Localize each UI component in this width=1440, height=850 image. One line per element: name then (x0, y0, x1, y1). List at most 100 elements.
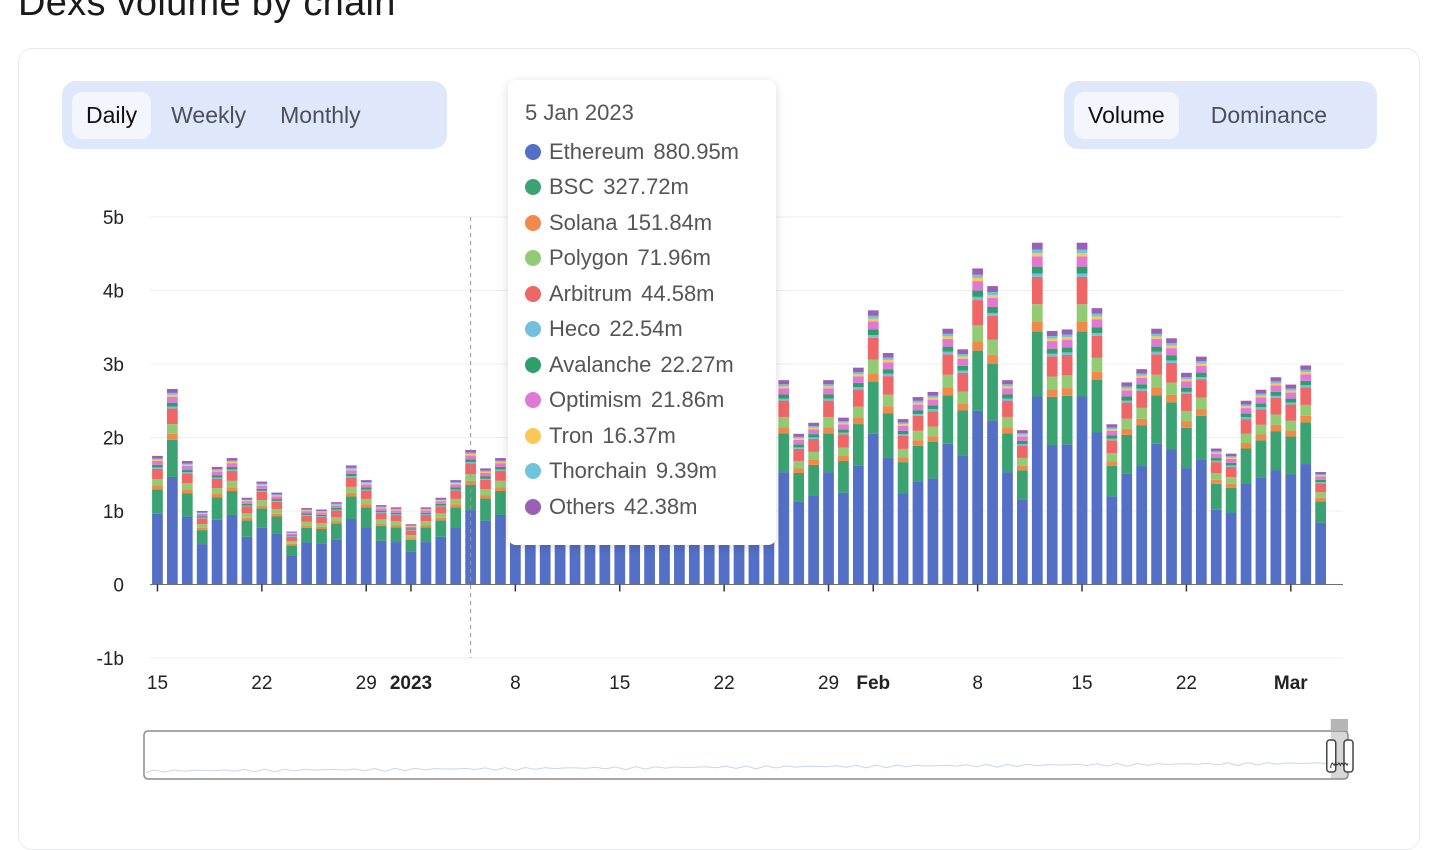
bar-stack[interactable] (1166, 338, 1177, 585)
bar-stack[interactable] (823, 380, 834, 585)
bar-stack[interactable] (181, 461, 193, 585)
bar-stack[interactable] (345, 465, 357, 585)
bar-stack[interactable] (912, 397, 924, 585)
bar-stack[interactable] (271, 492, 283, 585)
data-zoom-slider[interactable] (143, 719, 1354, 780)
bar-stack[interactable] (852, 367, 864, 585)
bar-stack[interactable] (1031, 242, 1043, 585)
bar-stack[interactable] (1300, 365, 1312, 585)
bar-stack[interactable] (1240, 400, 1252, 585)
bar-stack[interactable] (1106, 424, 1118, 585)
bar-stack[interactable] (838, 417, 849, 585)
weekly-tab[interactable]: Weekly (171, 101, 247, 128)
bar-stack[interactable] (882, 352, 894, 585)
monthly-tab[interactable]: Monthly (280, 101, 361, 128)
bar-stack[interactable] (316, 509, 327, 585)
bar-stack[interactable] (897, 419, 909, 585)
bar-stack[interactable] (241, 497, 253, 585)
bar-stack[interactable] (196, 511, 208, 585)
bar-stack[interactable] (331, 502, 342, 585)
bar-stack[interactable] (390, 507, 402, 585)
bar-stack[interactable] (1285, 384, 1297, 585)
bar-segment (599, 515, 611, 585)
zoom-right-handle[interactable] (1343, 739, 1354, 773)
bar-stack[interactable] (450, 480, 462, 585)
bar-stack[interactable] (1076, 242, 1088, 585)
bar-stack[interactable] (867, 310, 879, 585)
zoom-move-handle[interactable] (1330, 719, 1348, 731)
bar-segment (1240, 413, 1252, 418)
bar-stack[interactable] (211, 466, 223, 585)
bar-stack[interactable] (1061, 329, 1073, 585)
bar-segment (1151, 351, 1162, 355)
bar-stack[interactable] (420, 507, 432, 585)
bar-segment (927, 395, 939, 398)
bar-segment (256, 490, 268, 492)
bar-stack[interactable] (1121, 382, 1133, 585)
bar-stack[interactable] (1315, 472, 1326, 585)
bar-segment (331, 510, 342, 517)
bar-segment (852, 387, 864, 390)
bar-segment (375, 512, 387, 514)
bar-segment (1046, 338, 1058, 342)
bar-stack[interactable] (286, 531, 298, 585)
tooltip-series-value: 44.58m (641, 280, 715, 306)
bar-segment (569, 523, 581, 585)
dominance-tab[interactable]: Dominance (1210, 101, 1328, 128)
bar-segment (495, 460, 506, 462)
bar-stack[interactable] (1151, 328, 1162, 585)
bar-segment (1002, 386, 1013, 389)
zoom-track[interactable] (143, 730, 1349, 780)
bar-segment (480, 520, 491, 585)
bar-segment (316, 512, 327, 515)
bar-segment (897, 462, 909, 494)
bar-stack[interactable] (1136, 369, 1148, 585)
bar-stack[interactable] (435, 497, 447, 585)
volume-tab[interactable]: Volume (1074, 91, 1179, 139)
bar-stack[interactable] (405, 524, 417, 585)
bar-stack[interactable] (375, 505, 387, 585)
bar-stack[interactable] (1091, 308, 1103, 585)
bar-stack[interactable] (167, 388, 178, 585)
bar-stack[interactable] (1017, 430, 1028, 585)
bar-stack[interactable] (256, 481, 268, 585)
bar-segment (838, 434, 849, 448)
bar-stack[interactable] (1195, 356, 1207, 585)
bar-stack[interactable] (226, 458, 238, 585)
bar-stack[interactable] (972, 268, 984, 585)
bar-stack[interactable] (1210, 448, 1222, 585)
bar-stack[interactable] (480, 468, 491, 585)
bar-segment (927, 391, 939, 396)
bar-stack[interactable] (793, 433, 805, 585)
bar-segment (1210, 453, 1222, 459)
bar-segment (1121, 388, 1133, 391)
tooltip-series-value: 22.27m (660, 351, 734, 377)
bar-segment (1046, 445, 1058, 585)
bar-stack[interactable] (987, 286, 998, 585)
bar-stack[interactable] (360, 480, 372, 585)
bar-segment (241, 505, 253, 507)
bar-stack[interactable] (778, 380, 790, 585)
bar-segment (241, 503, 253, 506)
bar-stack[interactable] (1046, 330, 1058, 585)
bar-segment (912, 481, 924, 585)
bar-stack[interactable] (927, 391, 939, 585)
bar-stack[interactable] (1002, 380, 1013, 585)
bar-segment (331, 504, 342, 506)
bar-stack[interactable] (1225, 453, 1237, 585)
bar-stack[interactable] (942, 328, 954, 585)
bar-segment (1121, 428, 1133, 435)
bar-segment (1061, 329, 1073, 335)
bar-stack[interactable] (808, 422, 819, 585)
bar-stack[interactable] (1255, 389, 1267, 585)
bar-segment (211, 493, 223, 498)
bar-stack[interactable] (1181, 372, 1192, 585)
bar-stack[interactable] (495, 458, 506, 585)
bar-stack[interactable] (301, 508, 312, 585)
bar-stack[interactable] (957, 349, 969, 585)
bar-stack[interactable] (1270, 377, 1282, 585)
daily-tab[interactable]: Daily (72, 91, 152, 139)
bar-stack[interactable] (152, 455, 163, 585)
bar-segment (793, 473, 805, 502)
series-color-dot (525, 179, 541, 196)
